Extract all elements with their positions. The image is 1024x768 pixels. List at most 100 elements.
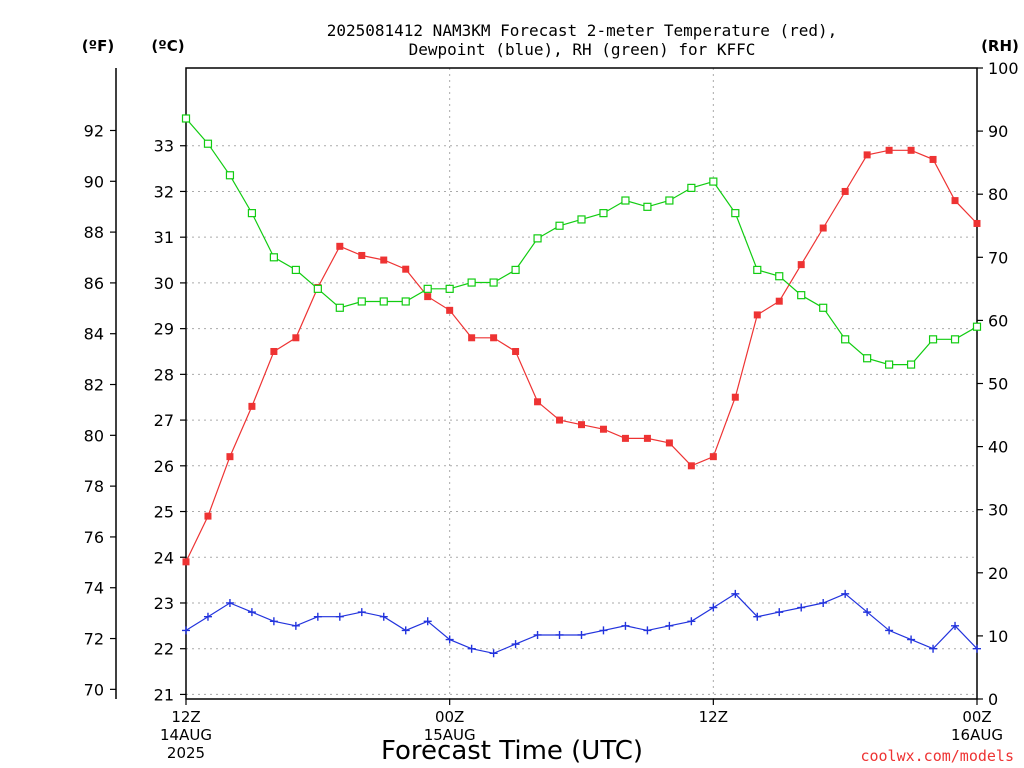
x-tick-label: 00Z (962, 708, 991, 726)
rh-point (797, 291, 806, 300)
x-tick-label: 15AUG (424, 726, 476, 744)
celsius-tick-label: 23 (154, 594, 174, 613)
temperature-point (907, 146, 915, 154)
temperature-point (578, 421, 585, 429)
fahrenheit-tick-label: 78 (84, 477, 104, 496)
rh-point (841, 335, 850, 344)
dewpoint-point (951, 621, 960, 630)
temperature-point (468, 334, 476, 342)
fahrenheit-unit-label: (ºF) (82, 37, 114, 55)
rh-point (621, 196, 630, 205)
temperature-point (380, 256, 388, 264)
dewpoint-point (423, 617, 432, 626)
dewpoint-point (225, 598, 234, 607)
dewpoint-point (401, 626, 410, 635)
dewpoint-point (599, 626, 608, 635)
dewpoint-point (379, 612, 388, 621)
fahrenheit-tick-label: 92 (84, 121, 104, 140)
dewpoint-point (753, 612, 762, 621)
temperature-point (753, 311, 761, 319)
dewpoint-point (445, 635, 454, 644)
fahrenheit-tick-label: 82 (84, 376, 104, 395)
rh-point (533, 234, 542, 243)
temperature-point (731, 393, 739, 401)
dewpoint-point (335, 612, 344, 621)
rh-point (643, 202, 652, 211)
temperature-point (775, 297, 783, 305)
rh-point (863, 354, 872, 363)
fahrenheit-tick-label: 70 (84, 680, 104, 699)
temperature-point (182, 558, 190, 566)
x-tick-label: 12Z (699, 708, 728, 726)
temperature-point (204, 512, 212, 520)
temperature-point (929, 155, 937, 163)
dewpoint-point (709, 603, 718, 612)
fahrenheit-tick-label: 86 (84, 274, 104, 293)
celsius-tick-label: 22 (154, 640, 174, 659)
dewpoint-point (511, 640, 520, 649)
dewpoint-point (269, 617, 278, 626)
temperature-point (358, 251, 366, 259)
temperature-point (885, 146, 893, 154)
rh-tick-label: 0 (988, 690, 998, 709)
dewpoint-point (819, 598, 828, 607)
rh-point (511, 265, 520, 275)
series-layer (182, 115, 982, 658)
credit-text: coolwx.com/models (860, 747, 1014, 765)
celsius-tick-label: 27 (154, 411, 174, 430)
temperature-point (248, 402, 256, 410)
rh-point (401, 297, 410, 306)
celsius-tick-label: 24 (154, 548, 174, 567)
x-tick-label: 00Z (435, 708, 464, 726)
rh-point (489, 278, 498, 287)
dewpoint-point (775, 608, 784, 617)
rh-point (753, 265, 762, 275)
x-axis-title: Forecast Time (UTC) (381, 736, 643, 766)
rh-unit-label: (RH) (981, 37, 1019, 55)
temperature-point (512, 347, 520, 355)
rh-point (379, 297, 388, 306)
temperature-point (556, 416, 564, 424)
rh-point (203, 139, 213, 148)
celsius-tick-label: 31 (154, 228, 174, 247)
dewpoint-point (467, 644, 476, 653)
chart-title-line2: Dewpoint (blue), RH (green) for KFFC (409, 40, 756, 59)
dewpoint-point (841, 589, 850, 598)
rh-point (313, 284, 322, 293)
temperature-point (643, 434, 651, 442)
dewpoint-point (247, 608, 256, 617)
celsius-tick-label: 28 (154, 365, 174, 384)
rh-point (357, 297, 366, 306)
temperature-point (951, 197, 959, 205)
rh-tick-label: 50 (988, 375, 1008, 394)
dewpoint-point (489, 649, 498, 658)
dewpoint-point (577, 630, 586, 639)
rh-tick-label: 90 (988, 122, 1008, 141)
celsius-tick-label: 21 (154, 685, 174, 704)
temperature-point (621, 434, 629, 442)
fahrenheit-tick-label: 88 (84, 223, 104, 242)
fahrenheit-tick-label: 90 (84, 172, 104, 191)
celsius-tick-label: 25 (154, 503, 174, 522)
celsius-tick-label: 26 (154, 457, 174, 476)
dewpoint-point (665, 621, 674, 630)
temperature-point (709, 453, 717, 461)
rh-point (972, 322, 982, 331)
rh-point (247, 209, 257, 218)
celsius-tick-label: 32 (154, 182, 174, 201)
rh-point (665, 196, 674, 205)
x-tick-label: 14AUG (160, 726, 212, 744)
temperature-point (336, 242, 344, 250)
celsius-tick-label: 29 (154, 320, 174, 339)
rh-point (577, 215, 586, 224)
temperature-point (446, 306, 454, 314)
rh-line (185, 118, 978, 366)
dewpoint-point (203, 612, 212, 621)
rh-point (687, 183, 696, 192)
dewpoint-point (291, 621, 300, 630)
dewpoint-point (863, 608, 872, 617)
rh-point (599, 209, 608, 218)
temperature-point (424, 293, 432, 301)
rh-point (950, 335, 960, 344)
